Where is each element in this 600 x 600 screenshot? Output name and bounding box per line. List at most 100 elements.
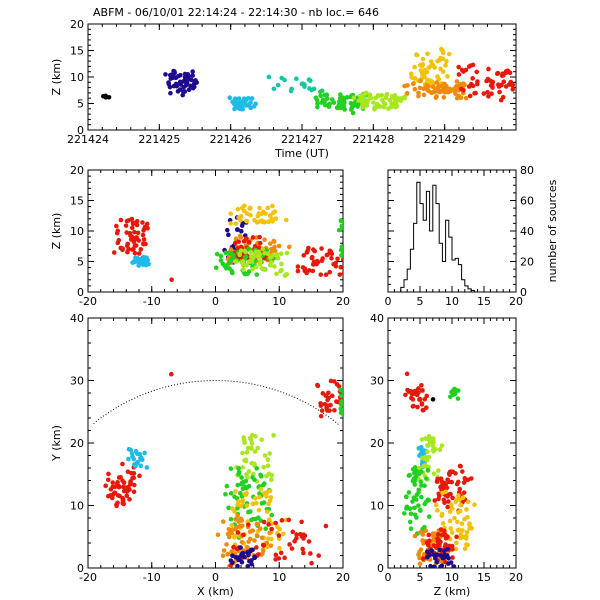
data-point-red bbox=[335, 256, 340, 262]
data-point-red bbox=[446, 499, 451, 504]
data-point-red bbox=[419, 401, 425, 406]
data-point-red bbox=[169, 277, 174, 283]
data-point-yellow bbox=[464, 529, 470, 535]
data-point-yellow bbox=[266, 219, 271, 225]
data-point-orange bbox=[229, 549, 235, 554]
data-point-green bbox=[425, 467, 431, 473]
data-point-black bbox=[430, 397, 436, 402]
data-point-red bbox=[136, 251, 142, 256]
data-point-red bbox=[320, 256, 325, 261]
data-point-green bbox=[342, 107, 348, 112]
data-point-red bbox=[456, 72, 462, 77]
data-point-lime bbox=[364, 103, 370, 108]
data-point-red bbox=[327, 269, 333, 275]
data-point-cyan bbox=[135, 451, 140, 457]
data-point-green bbox=[322, 92, 328, 98]
data-point-green bbox=[314, 97, 320, 103]
data-point-green bbox=[401, 511, 407, 516]
data-point-green bbox=[338, 387, 343, 393]
data-point-red bbox=[445, 534, 450, 539]
data-point-orange bbox=[433, 95, 439, 100]
data-point-violet bbox=[245, 550, 250, 556]
data-point-red bbox=[308, 551, 313, 556]
data-point-red bbox=[318, 413, 324, 419]
x-tick-label: 5 bbox=[417, 571, 424, 584]
data-point-cyan bbox=[249, 96, 255, 101]
data-point-lime bbox=[423, 436, 428, 441]
data-point-red bbox=[309, 560, 314, 566]
data-point-cyan bbox=[138, 463, 144, 469]
data-point-yellow bbox=[458, 502, 463, 507]
data-point-red bbox=[439, 483, 445, 488]
data-point-red bbox=[133, 243, 139, 248]
data-point-yellow bbox=[263, 211, 268, 216]
data-point-red bbox=[486, 94, 491, 99]
data-point-red bbox=[295, 268, 301, 274]
data-point-orange bbox=[286, 244, 292, 250]
data-point-orange bbox=[245, 545, 250, 550]
data-point-red bbox=[435, 476, 440, 482]
data-point-orange bbox=[461, 81, 466, 86]
data-point-red bbox=[282, 555, 287, 561]
data-point-yellow bbox=[430, 62, 436, 68]
data-point-red bbox=[269, 526, 274, 532]
data-point-lime bbox=[371, 100, 376, 105]
data-point-green bbox=[218, 258, 224, 263]
data-point-violet bbox=[189, 77, 194, 83]
data-point-violet bbox=[437, 547, 443, 553]
data-point-lime bbox=[421, 463, 426, 469]
data-point-red bbox=[294, 535, 299, 541]
data-point-green bbox=[339, 244, 343, 249]
data-point-violet bbox=[239, 559, 245, 565]
data-point-violet bbox=[166, 81, 172, 87]
data-point-orange bbox=[418, 529, 423, 535]
data-point-green bbox=[452, 391, 458, 397]
x-tick-label: 5 bbox=[417, 295, 424, 308]
data-point-red bbox=[485, 89, 490, 95]
data-point-lime bbox=[244, 449, 250, 455]
data-point-yellow bbox=[461, 534, 466, 540]
data-point-lime bbox=[243, 458, 249, 464]
data-point-lime bbox=[249, 433, 255, 438]
x-tick-label: 20 bbox=[336, 295, 350, 308]
data-point-yellow bbox=[270, 203, 275, 209]
data-point-lime bbox=[430, 447, 436, 453]
data-points bbox=[101, 46, 516, 116]
y-axis-label: number of sources bbox=[546, 179, 559, 282]
data-point-yellow bbox=[462, 546, 468, 552]
data-point-orange bbox=[255, 521, 261, 527]
data-point-violet bbox=[252, 554, 257, 560]
data-point-red bbox=[505, 68, 511, 74]
data-point-lime bbox=[279, 261, 284, 267]
y-tick-label: 20 bbox=[370, 437, 384, 450]
data-point-cyan bbox=[144, 465, 150, 470]
data-point-red bbox=[289, 546, 295, 551]
data-point-orange bbox=[225, 551, 231, 557]
data-point-red bbox=[420, 556, 426, 561]
data-point-orange bbox=[435, 84, 441, 90]
data-point-yellow bbox=[232, 535, 237, 540]
data-point-yellow bbox=[457, 508, 463, 514]
y-tick-label: 30 bbox=[370, 375, 384, 388]
data-point-green bbox=[229, 270, 235, 276]
data-point-red bbox=[109, 495, 115, 501]
data-point-orange bbox=[276, 243, 282, 249]
data-point-red bbox=[326, 395, 331, 401]
data-point-red bbox=[235, 246, 240, 251]
data-point-lime bbox=[359, 99, 365, 105]
data-point-orange bbox=[429, 90, 434, 96]
data-point-lime bbox=[425, 449, 430, 455]
data-point-violet bbox=[250, 547, 255, 553]
data-point-red bbox=[327, 408, 332, 413]
data-point-violet bbox=[194, 80, 200, 85]
data-point-red bbox=[406, 389, 411, 394]
x-tick-label: -10 bbox=[143, 295, 161, 308]
data-point-yellow bbox=[433, 502, 439, 508]
data-point-teal bbox=[294, 76, 299, 82]
data-point-green bbox=[246, 246, 251, 251]
data-point-green bbox=[236, 466, 241, 471]
data-point-lime bbox=[259, 437, 264, 443]
data-point-red bbox=[510, 83, 515, 88]
data-point-orange bbox=[220, 553, 226, 559]
data-point-red bbox=[316, 553, 322, 558]
